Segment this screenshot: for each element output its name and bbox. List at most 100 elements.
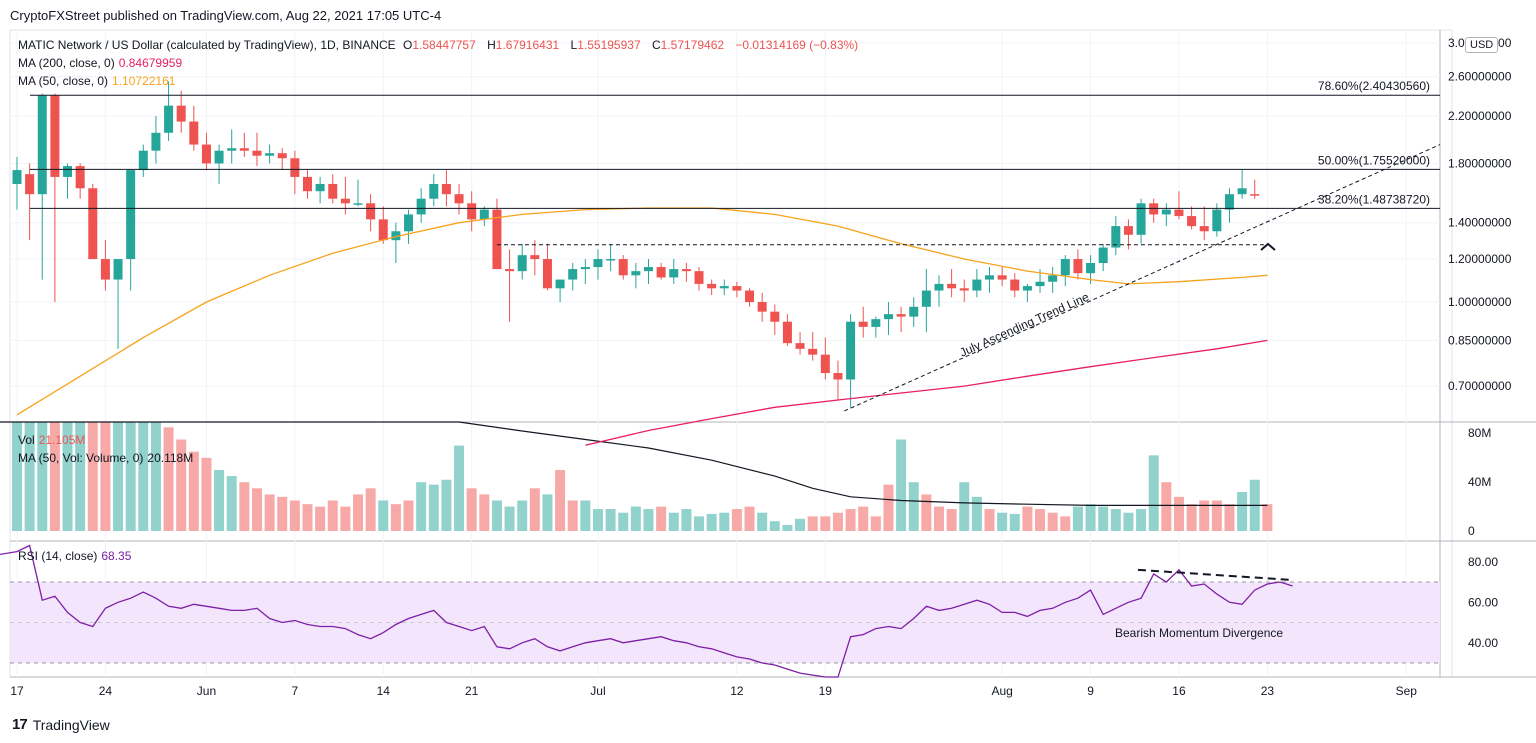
volume-bar (504, 506, 515, 531)
candle-body (934, 283, 944, 291)
volume-bar (239, 482, 250, 531)
candle-body (353, 203, 363, 205)
candle-body (530, 255, 540, 260)
candle-body (378, 219, 388, 241)
candle-body (972, 279, 982, 291)
volume-bar (618, 512, 629, 531)
volume-bar (176, 439, 187, 531)
volume-bar (62, 422, 73, 531)
divergence-label: Bearish Momentum Divergence (1115, 626, 1283, 640)
volume-bar (113, 422, 124, 531)
volume-bar (37, 422, 48, 531)
x-tick-label: 7 (292, 684, 299, 698)
candle-body (201, 144, 211, 164)
footer-brand: TradingView (32, 716, 110, 733)
candle-body (1199, 226, 1209, 232)
footer: 17 TradingView (12, 716, 110, 733)
volume-bar (921, 494, 932, 531)
volume-bar (555, 470, 566, 531)
candle-body (694, 271, 704, 284)
volume-bar (807, 516, 818, 531)
candle-body (997, 275, 1007, 280)
candle-body (1224, 194, 1234, 210)
y-tick-label: 1.40000000 (1448, 216, 1512, 230)
volume-bar (441, 479, 452, 531)
rsi-band (10, 581, 1440, 664)
candle-body (1048, 275, 1058, 282)
candle-body (467, 203, 477, 220)
rsi-legend: RSI (14, close) 68.35 (18, 549, 132, 563)
volume-bar (719, 512, 730, 531)
volume-bar (681, 509, 692, 531)
candle-body (391, 231, 401, 241)
candle-body (795, 343, 805, 349)
candle-body (568, 269, 578, 280)
currency-button[interactable]: USD (1465, 37, 1499, 53)
candle-body (63, 166, 73, 177)
candle-body (265, 153, 275, 156)
volume-bar (251, 488, 262, 531)
volume-bar (517, 500, 528, 531)
candle-body (871, 319, 881, 327)
candle-body (277, 153, 287, 159)
volume-bar (997, 512, 1008, 531)
volume-bar (858, 506, 869, 531)
volume-bar (870, 516, 881, 531)
volume-bar (1224, 504, 1235, 531)
candle-body (644, 267, 653, 272)
volume-bar (1047, 512, 1058, 531)
volume-bar (12, 422, 22, 531)
volume-bar (264, 494, 275, 531)
candle-body (50, 95, 60, 177)
ma50-legend: MA (50, close, 0) 1.10722161 (18, 74, 176, 88)
volume-bar (933, 506, 944, 531)
candle-body (441, 183, 451, 195)
candle-body (782, 321, 792, 344)
ma200-line (585, 339, 1268, 446)
volume-bar (479, 494, 490, 531)
candle-body (555, 279, 565, 289)
volume-bar (694, 516, 705, 531)
candle-body (909, 306, 919, 317)
candle-body (1237, 188, 1247, 195)
volume-bar (378, 500, 389, 531)
candle-body (429, 183, 439, 199)
candle-body (707, 283, 717, 289)
volume-bar (416, 482, 427, 531)
trendline-label: July Ascending Trend Line (958, 290, 1092, 360)
volume-bar (706, 513, 717, 531)
volume-bar (984, 509, 995, 531)
volume-bar (1199, 500, 1210, 531)
candle-body (214, 150, 224, 164)
volume-bar (832, 512, 843, 531)
volume-bar (757, 512, 768, 531)
candle-body (959, 288, 969, 291)
y-tick-label: 1.00000000 (1448, 295, 1512, 309)
candle-body (542, 259, 552, 289)
candle-body (1161, 209, 1171, 215)
volume-bar (214, 470, 225, 531)
candle-body (100, 259, 110, 280)
volume-bar (605, 509, 616, 531)
volume-bar (188, 451, 199, 531)
candle-body (126, 170, 136, 260)
candle-body (1022, 286, 1032, 291)
candle-body (770, 311, 780, 322)
volume-bar (87, 422, 98, 531)
volume-bar (24, 422, 35, 531)
candle-body (1035, 281, 1045, 287)
candle-body (302, 176, 312, 192)
axes: 1724Jun71421Jul1219Aug91623Sep3.00000000… (10, 36, 1511, 698)
candle-body (719, 286, 729, 289)
tradingview-logo-icon: 17 (12, 716, 28, 733)
volume-bar (315, 506, 326, 531)
candle-body (416, 198, 426, 215)
candle-body (239, 148, 249, 151)
candle-body (113, 259, 123, 280)
volume-bar (656, 506, 667, 531)
rsi-tick-label: 60.00 (1468, 595, 1498, 609)
candle-body (404, 214, 414, 232)
candle-body (921, 290, 931, 307)
volume-bar (542, 494, 553, 531)
